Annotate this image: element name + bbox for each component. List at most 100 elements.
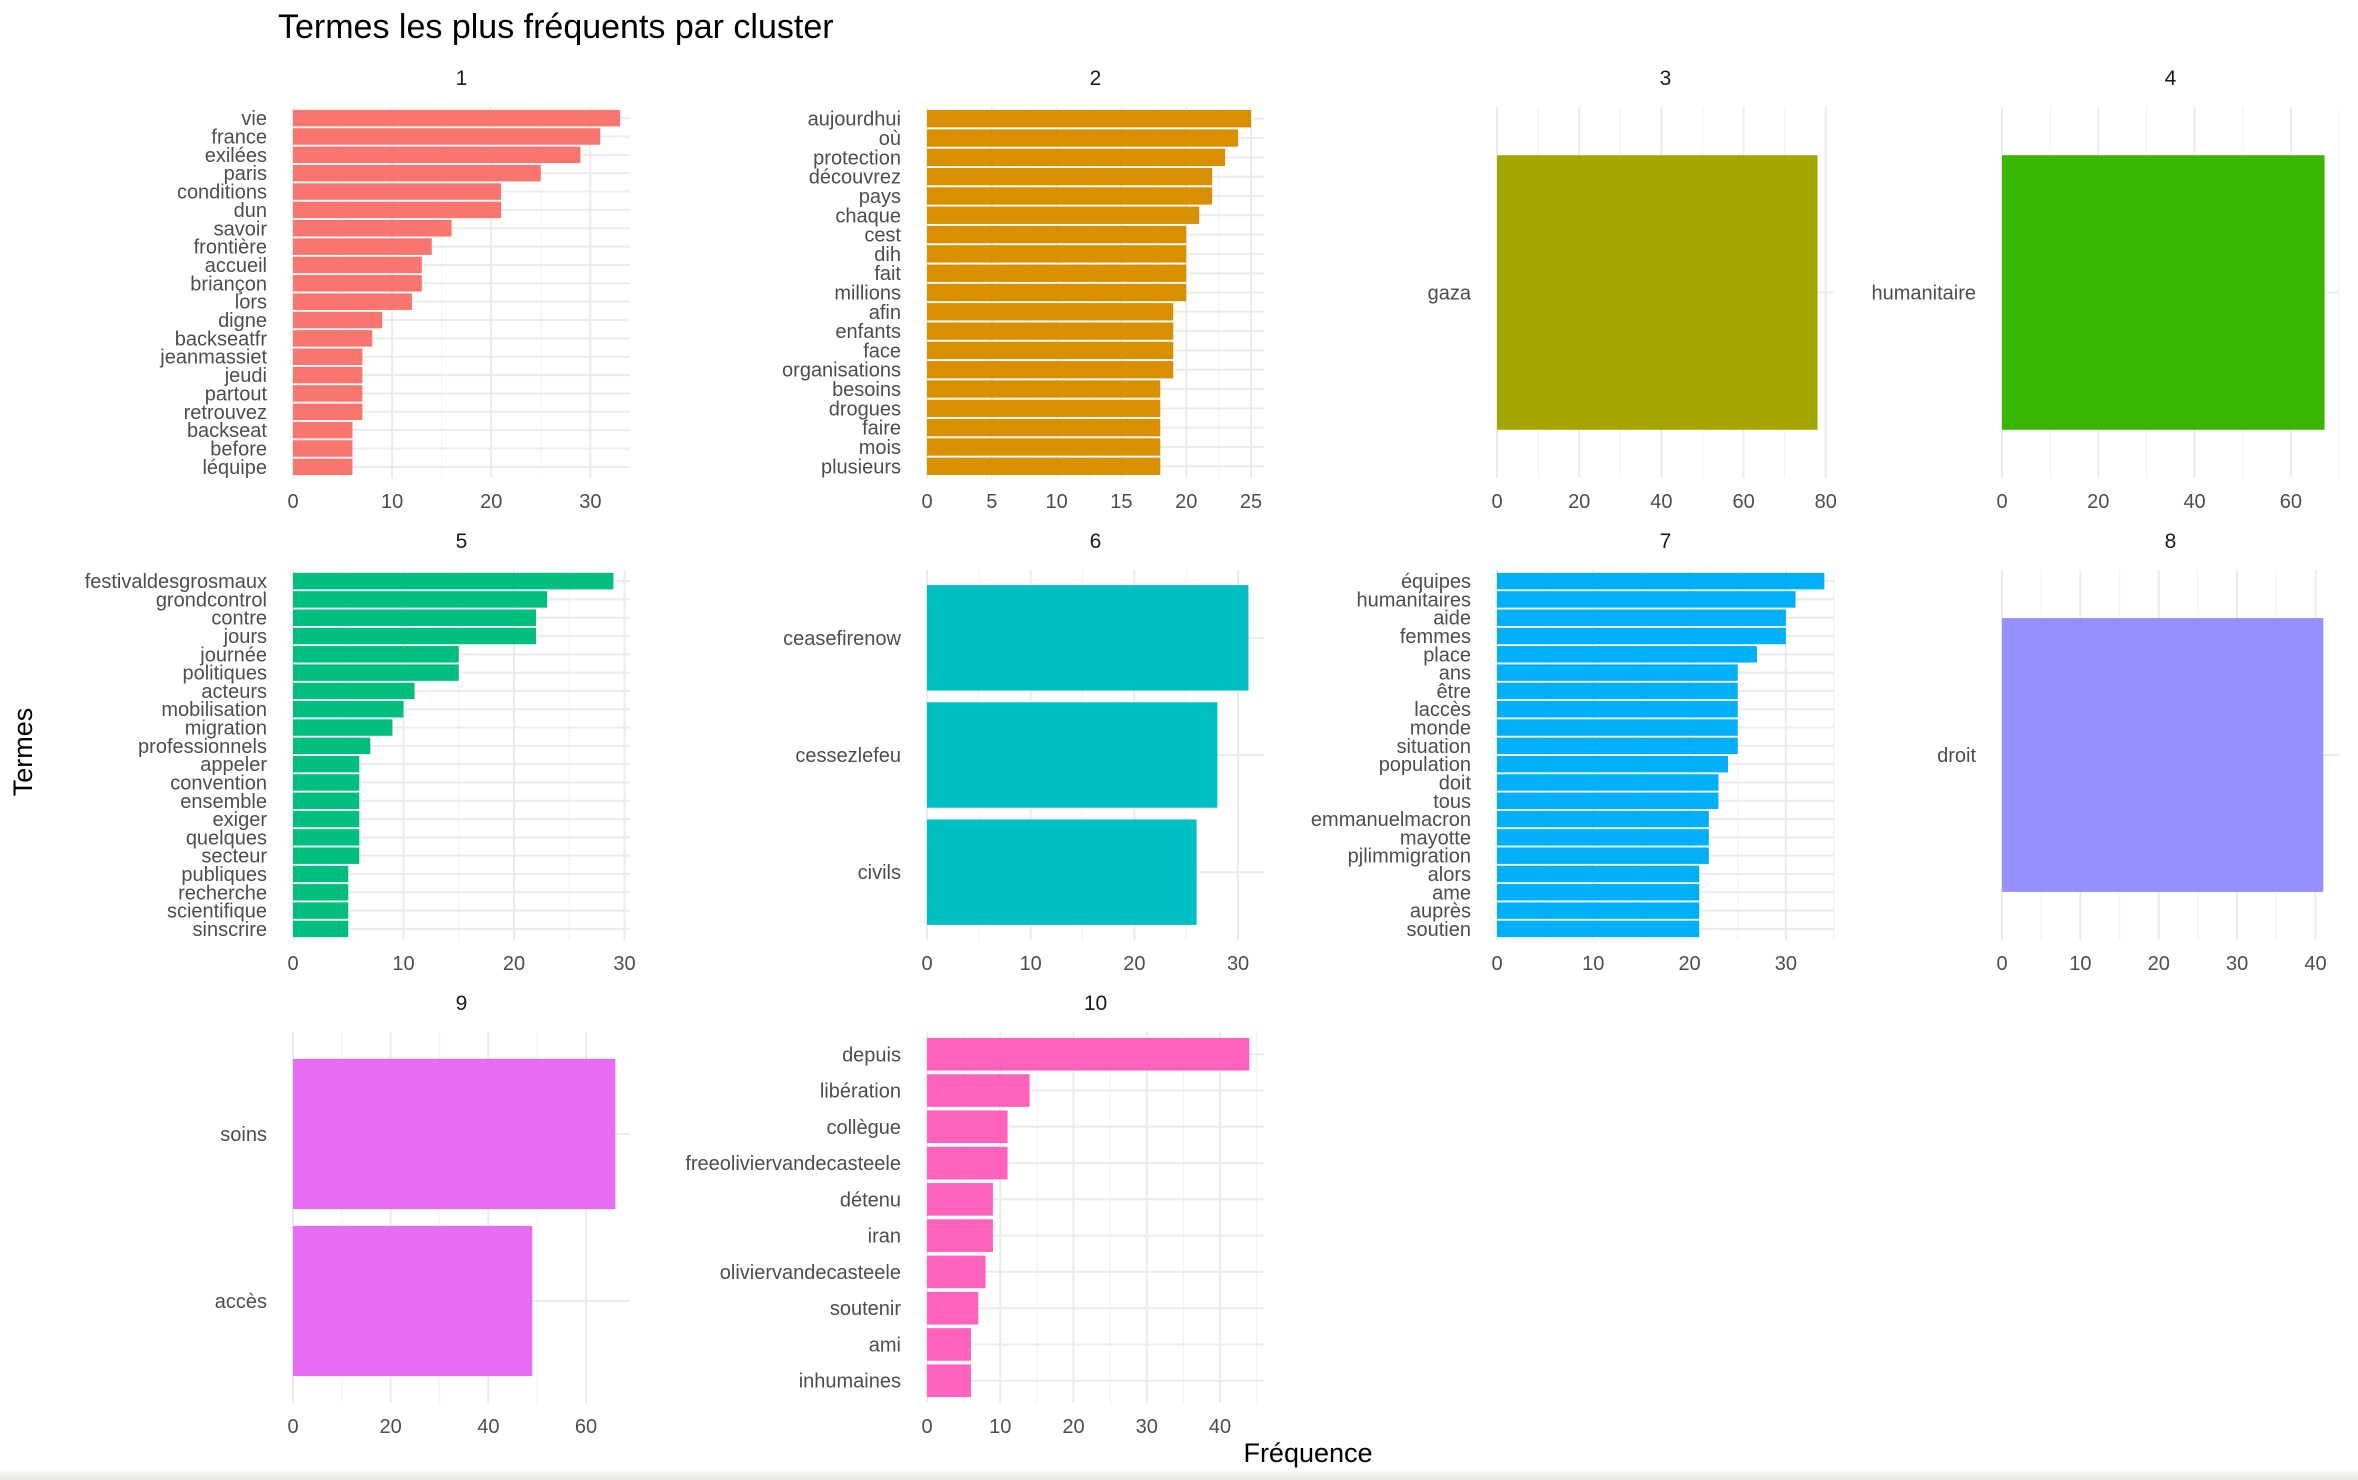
bar xyxy=(293,293,412,310)
x-tick-label: 0 xyxy=(1996,491,2007,513)
category-label: ceasefirenow xyxy=(783,628,901,650)
bar xyxy=(927,819,1197,925)
x-tick-label: 20 xyxy=(380,1416,402,1438)
category-label: accueil xyxy=(205,255,267,277)
facet-strip-label: 10 xyxy=(1084,992,1107,1015)
facet-strip-label: 5 xyxy=(456,530,468,553)
bar xyxy=(927,1328,971,1361)
category-label: dun xyxy=(234,200,267,222)
category-label: laccès xyxy=(1414,699,1471,721)
bar xyxy=(927,1255,986,1289)
bar xyxy=(927,1037,1250,1071)
x-tick-label: 40 xyxy=(2183,491,2205,513)
category-label: femmes xyxy=(1400,626,1471,648)
category-label: cest xyxy=(864,225,901,247)
category-label: quelques xyxy=(186,827,267,849)
y-axis-title: Termes xyxy=(8,708,38,797)
bar xyxy=(927,322,1174,340)
category-label: appeler xyxy=(200,754,267,776)
category-label: migration xyxy=(185,718,267,740)
category-label: auprès xyxy=(1410,901,1471,923)
category-label: équipes xyxy=(1401,571,1471,593)
bar xyxy=(293,330,373,347)
category-label: vie xyxy=(241,108,267,130)
bar xyxy=(293,421,353,439)
category-label: convention xyxy=(170,772,267,794)
bar xyxy=(293,238,432,255)
x-tick-label: 30 xyxy=(2226,953,2248,975)
bar xyxy=(293,128,601,145)
facet-strip-label: 6 xyxy=(1090,530,1102,553)
bar xyxy=(1497,755,1729,773)
bar xyxy=(293,572,614,590)
category-label: collègue xyxy=(826,1117,901,1139)
category-label: détenu xyxy=(840,1189,901,1211)
x-tick-label: 0 xyxy=(1491,953,1502,975)
x-tick-label: 15 xyxy=(1110,491,1132,513)
category-label: briançon xyxy=(190,273,267,295)
bar xyxy=(293,627,537,645)
x-tick-label: 0 xyxy=(287,491,298,513)
category-label: place xyxy=(1423,644,1471,666)
x-axis-title: Fréquence xyxy=(1243,1438,1372,1468)
x-tick-label: 20 xyxy=(1123,953,1145,975)
x-tick-label: 40 xyxy=(1650,491,1672,513)
bar xyxy=(1497,847,1709,864)
category-label: ame xyxy=(1432,882,1471,904)
bar xyxy=(927,1364,971,1398)
bar xyxy=(927,303,1174,321)
category-label: être xyxy=(1437,681,1471,703)
category-label: organisations xyxy=(782,360,901,382)
category-label: before xyxy=(210,439,267,461)
category-label: drogues xyxy=(829,398,901,420)
category-label: politiques xyxy=(182,663,267,685)
bar xyxy=(293,609,537,626)
category-label: oliviervandecasteele xyxy=(720,1262,901,1284)
bar xyxy=(927,702,1218,808)
x-tick-label: 0 xyxy=(921,953,932,975)
bar xyxy=(293,774,360,791)
category-label: protection xyxy=(813,147,901,169)
bar xyxy=(293,385,363,402)
category-label: publiques xyxy=(181,864,267,886)
category-label: millions xyxy=(834,283,901,305)
bar xyxy=(1497,664,1738,681)
category-label: accès xyxy=(215,1291,267,1313)
category-label: professionnels xyxy=(138,736,267,758)
category-label: ensemble xyxy=(180,791,267,813)
x-tick-label: 10 xyxy=(381,491,403,513)
x-tick-label: 0 xyxy=(921,1416,932,1438)
facet-strip-label: 3 xyxy=(1660,67,1672,90)
x-tick-label: 60 xyxy=(575,1416,597,1438)
facet-strip-label: 8 xyxy=(2165,530,2177,553)
bar xyxy=(293,275,422,292)
bar xyxy=(293,810,360,828)
category-label: pays xyxy=(859,186,901,208)
x-tick-label: 20 xyxy=(2148,953,2170,975)
category-label: mayotte xyxy=(1400,827,1471,849)
bar xyxy=(293,902,349,919)
bar xyxy=(927,380,1161,398)
bar xyxy=(293,847,360,864)
x-tick-label: 10 xyxy=(1582,953,1604,975)
bar xyxy=(293,1058,616,1210)
category-label: depuis xyxy=(842,1044,901,1066)
x-tick-label: 5 xyxy=(986,491,997,513)
bar xyxy=(927,206,1200,224)
bar xyxy=(1497,155,1818,430)
category-label: freeoliviervandecasteele xyxy=(685,1153,901,1175)
category-label: humanitaire xyxy=(1871,283,1976,305)
category-label: lors xyxy=(235,292,267,314)
category-label: emmanuelmacron xyxy=(1311,809,1471,831)
category-label: conditions xyxy=(177,182,267,204)
x-tick-label: 0 xyxy=(1491,491,1502,513)
bar xyxy=(927,245,1187,263)
bar xyxy=(927,438,1161,456)
bar xyxy=(927,1291,979,1325)
bar xyxy=(927,264,1187,282)
category-label: faire xyxy=(862,418,901,440)
category-label: humanitaires xyxy=(1356,589,1471,611)
category-label: fait xyxy=(874,263,901,285)
bar xyxy=(927,418,1161,437)
bar xyxy=(927,187,1213,205)
